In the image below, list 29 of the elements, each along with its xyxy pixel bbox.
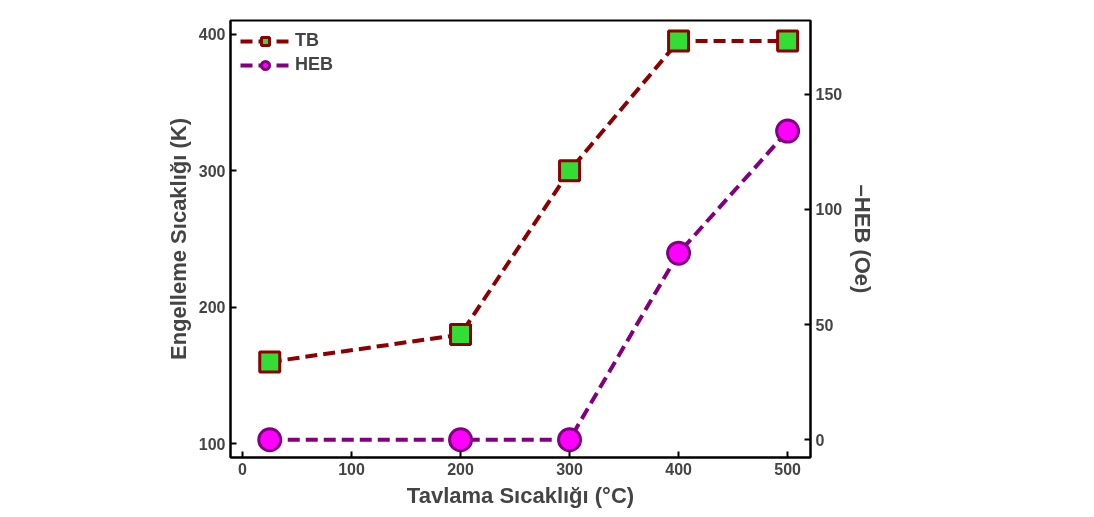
point — [257, 427, 283, 453]
legend-label: TB — [295, 30, 319, 51]
point — [258, 350, 282, 374]
y-tick-label: 200 — [198, 299, 226, 317]
y2-axis-title: –HEB (Oe) — [850, 184, 876, 294]
y-tick-label: 100 — [198, 435, 226, 453]
x-tick-label: 300 — [556, 460, 584, 478]
x-tick-label: 500 — [774, 460, 802, 478]
point — [776, 29, 800, 53]
point — [449, 323, 473, 347]
y-tick-label: 400 — [198, 26, 226, 44]
y2-tick-label: 50 — [815, 316, 834, 334]
x-tick-label: 0 — [238, 460, 248, 478]
point — [666, 240, 692, 266]
point — [448, 427, 474, 453]
x-tick-label: 100 — [338, 460, 365, 478]
y2-tick-label: 150 — [815, 86, 843, 104]
legend-label: HEB — [295, 54, 334, 75]
y-axis-title: Engelleme Sıcaklığı (K) — [165, 117, 191, 361]
point — [557, 427, 583, 453]
x-tick-label: 400 — [665, 460, 693, 478]
point — [558, 159, 582, 183]
y-tick-label: 300 — [198, 162, 226, 180]
y2-tick-label: 100 — [815, 201, 843, 219]
x-tick-label: 200 — [447, 460, 474, 478]
y2-tick-label: 0 — [815, 431, 825, 449]
x-axis-title: Tavlama Sıcaklığı (°C) — [406, 482, 635, 508]
point — [667, 29, 691, 53]
point — [775, 118, 801, 144]
